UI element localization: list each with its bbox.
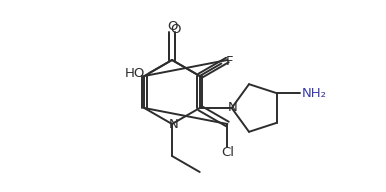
Text: HO: HO (125, 67, 145, 80)
Text: O: O (167, 20, 177, 33)
Text: N: N (228, 101, 238, 114)
Text: F: F (226, 55, 233, 68)
Text: NH₂: NH₂ (302, 87, 327, 100)
Text: Cl: Cl (221, 146, 234, 159)
Text: N: N (169, 118, 179, 131)
Text: O: O (170, 23, 181, 36)
